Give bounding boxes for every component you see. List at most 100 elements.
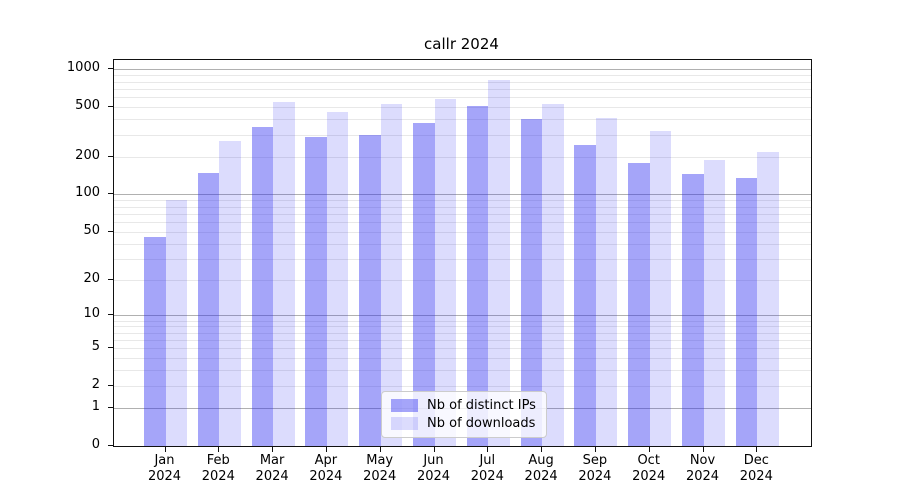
gridline-minor xyxy=(114,348,811,350)
bar-downloads xyxy=(326,111,349,446)
x-tick xyxy=(379,447,381,452)
gridline-minor xyxy=(114,206,811,208)
y-tick xyxy=(108,445,113,446)
legend-swatch-distinct-ips xyxy=(391,399,418,413)
x-tick-label: Dec 2024 xyxy=(739,453,773,484)
legend: Nb of distinct IPs Nb of downloads xyxy=(381,391,547,438)
y-tick-label: 0 xyxy=(91,437,100,452)
gridline-minor xyxy=(114,134,811,136)
gridline-minor xyxy=(114,156,811,158)
y-tick xyxy=(108,193,113,195)
y-tick xyxy=(108,347,113,349)
gridline-minor xyxy=(114,221,811,223)
plot-area xyxy=(113,59,812,447)
x-tick-label: Jul 2024 xyxy=(470,453,504,484)
gridline-minor xyxy=(114,97,811,99)
chart-title: callr 2024 xyxy=(424,35,499,53)
bar-downloads xyxy=(595,118,618,446)
gridline-minor xyxy=(114,119,811,121)
gridline-major xyxy=(114,315,811,317)
bar-downloads xyxy=(380,104,403,446)
bar-downloads xyxy=(273,102,295,446)
y-tick-label: 20 xyxy=(83,271,100,287)
legend-item: Nb of distinct IPs xyxy=(391,398,537,413)
y-tick-label: 1 xyxy=(91,399,100,415)
gridline-minor xyxy=(114,386,811,388)
y-tick-label: 200 xyxy=(75,147,100,163)
x-tick-label: Jun 2024 xyxy=(416,453,451,484)
x-tick xyxy=(164,447,166,452)
gridline-minor xyxy=(114,107,811,109)
x-tick-label: Jan 2024 xyxy=(147,453,182,484)
gridline-minor xyxy=(114,358,811,360)
bar-downloads xyxy=(703,159,725,446)
y-tick xyxy=(108,279,113,281)
gridline-major xyxy=(114,194,811,196)
gridline-minor xyxy=(114,280,811,282)
x-tick xyxy=(541,447,543,452)
bar-downloads xyxy=(165,200,187,446)
x-tick-label: May 2024 xyxy=(363,453,397,484)
x-tick xyxy=(487,447,489,452)
bar-downloads xyxy=(542,104,564,446)
bar-distinct-ips xyxy=(735,178,758,446)
gridline-minor xyxy=(114,370,811,372)
bar-distinct-ips xyxy=(682,174,704,446)
y-tick xyxy=(108,230,113,232)
gridline-minor xyxy=(114,231,811,233)
y-tick xyxy=(108,106,113,108)
bar-distinct-ips xyxy=(628,162,650,446)
x-tick-label: Apr 2024 xyxy=(309,453,343,484)
legend-swatch-downloads xyxy=(391,416,418,430)
bar-downloads xyxy=(434,99,456,446)
bar-distinct-ips xyxy=(466,106,489,446)
bar-downloads xyxy=(757,151,779,446)
x-tick xyxy=(325,447,327,452)
gridline-minor xyxy=(114,258,811,260)
y-tick-label: 5 xyxy=(91,339,100,355)
gridline-minor xyxy=(114,213,811,215)
y-tick-label: 1000 xyxy=(66,60,100,76)
x-tick xyxy=(756,447,758,452)
bar-downloads xyxy=(219,140,241,446)
x-tick-label: Aug 2024 xyxy=(524,453,558,484)
bar-distinct-ips xyxy=(359,134,381,446)
y-tick xyxy=(108,68,113,70)
x-tick-label: Mar 2024 xyxy=(255,453,289,484)
y-tick-label: 10 xyxy=(83,306,100,322)
bar-distinct-ips xyxy=(413,122,435,446)
x-tick-label: Oct 2024 xyxy=(632,453,666,484)
y-tick-label: 500 xyxy=(75,98,100,114)
x-tick xyxy=(433,447,435,452)
bar-downloads xyxy=(649,131,672,446)
legend-label: Nb of downloads xyxy=(427,415,536,431)
x-tick xyxy=(218,447,220,452)
x-tick xyxy=(648,447,650,452)
bar-distinct-ips xyxy=(251,126,274,446)
gridline-minor xyxy=(114,243,811,245)
x-tick-label: Nov 2024 xyxy=(685,453,720,484)
bar-distinct-ips xyxy=(144,237,166,446)
y-tick-label: 50 xyxy=(83,222,100,238)
x-tick xyxy=(594,447,596,452)
gridline-minor xyxy=(114,81,811,83)
x-tick-label: Feb 2024 xyxy=(201,453,235,484)
bar-distinct-ips xyxy=(305,136,327,446)
y-tick-label: 2 xyxy=(91,377,100,393)
bar-distinct-ips xyxy=(197,172,220,446)
gridline-minor xyxy=(114,339,811,341)
gridline-major xyxy=(114,69,811,71)
y-tick xyxy=(108,314,113,316)
bar-downloads xyxy=(488,80,510,446)
x-tick xyxy=(272,447,274,452)
gridline-minor xyxy=(114,88,811,90)
y-tick xyxy=(108,155,113,157)
gridline-minor xyxy=(114,332,811,334)
gridline-minor xyxy=(114,320,811,322)
x-tick-label: Sep 2024 xyxy=(578,453,612,484)
bar-distinct-ips xyxy=(574,144,596,446)
x-tick xyxy=(702,447,704,452)
legend-item: Nb of downloads xyxy=(391,416,537,431)
bar-distinct-ips xyxy=(520,119,543,446)
